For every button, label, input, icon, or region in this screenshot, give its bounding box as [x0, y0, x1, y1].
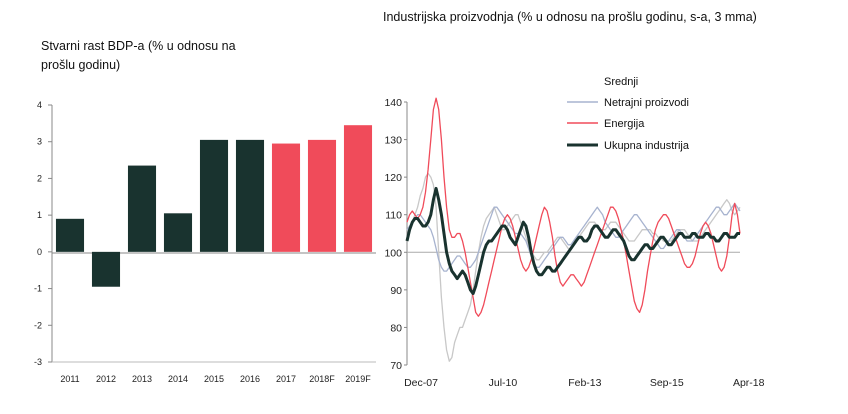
bar-y-tick-label: 3 [37, 137, 42, 147]
bar-x-label-2015: 2015 [204, 374, 224, 384]
bar-chart: -3 -2 -1 0 1 2 3 4 2011 2012 2013 2014 2015 2016 2017… [34, 100, 376, 384]
line-y-ticks: 70 80 90 100 110 120 130 140 [384, 97, 407, 372]
bar-2012 [91, 251, 121, 287]
bar-2015 [199, 139, 229, 252]
line-y-tick-label: 100 [384, 247, 402, 259]
bar-y-tick-label: -1 [34, 284, 42, 294]
line-y-tick-label: 80 [390, 322, 402, 334]
line-y-tick-label: 70 [390, 360, 402, 372]
legend-label-2: Energija [604, 118, 645, 130]
legend-label-1: Netrajni proizvodi [604, 97, 689, 109]
bar-2019F [343, 125, 373, 252]
line-x-tick-label-Dec-07: Dec-07 [404, 377, 438, 389]
bar-2011 [55, 218, 85, 252]
line-x-ticks: Dec-07 Jul-10 Feb-13 Sep-15 Apr-18 [404, 377, 765, 389]
bar-x-label-2014: 2014 [168, 374, 188, 384]
bar-2014 [163, 213, 193, 252]
line-series [405, 97, 741, 362]
legend-label-3: Ukupna industrija [604, 140, 690, 152]
bar-x-label-2017: 2017 [276, 374, 296, 384]
bar-2017 [271, 143, 301, 252]
bar-x-tick-labels: 2011 2012 2013 2014 2015 2016 2017 2018F 2019F [60, 374, 371, 384]
series-line-energija [406, 97, 741, 317]
bar-y-ticks: -3 -2 -1 0 1 2 3 4 [34, 100, 52, 367]
bar-marks [55, 125, 373, 287]
line-x-tick-label-Apr-18: Apr-18 [733, 377, 765, 389]
legend: Srednji Netrajni proizvodi Energija Ukupna … [567, 76, 690, 152]
bar-2016 [235, 139, 265, 252]
bar-x-label-2019F: 2019F [345, 374, 371, 384]
bar-y-tick-label: 0 [37, 247, 42, 257]
line-chart: 70 80 90 100 110 120 130 140 Dec-07 Jul-10 Feb-13… [384, 76, 764, 389]
line-x-tick-label-Sep-15: Sep-15 [650, 377, 684, 389]
bar-2013 [127, 165, 157, 252]
series-line-ukupna-industrija [405, 186, 740, 296]
bar-x-label-2011: 2011 [60, 374, 79, 384]
line-y-tick-label: 90 [390, 285, 402, 297]
bar-x-label-2013: 2013 [132, 374, 152, 384]
bar-y-tick-label: -3 [34, 357, 42, 367]
bar-x-label-2012: 2012 [96, 374, 116, 384]
line-y-tick-label: 120 [384, 172, 402, 184]
legend-label-0: Srednji [604, 76, 638, 88]
bar-x-label-2016: 2016 [240, 374, 260, 384]
bar-y-tick-label: 4 [37, 100, 42, 110]
line-y-tick-label: 110 [385, 210, 402, 222]
line-x-tick-label-Jul-10: Jul-10 [489, 377, 518, 389]
bar-y-tick-label: 2 [37, 173, 42, 183]
bar-chart-title: Stvarni rast BDP-a (% u odnosu na prošlu… [41, 39, 236, 72]
bar-2018F [307, 139, 337, 252]
line-y-tick-label: 130 [384, 135, 402, 147]
bar-x-label-2018F: 2018F [309, 374, 335, 384]
line-y-tick-label: 140 [384, 97, 402, 109]
bar-y-tick-label: 1 [37, 210, 42, 220]
line-chart-title: Industrijska proizvodnja (% u odnosu na … [383, 10, 757, 24]
bar-y-tick-label: -2 [34, 320, 42, 330]
line-x-tick-label-Feb-13: Feb-13 [568, 377, 601, 389]
